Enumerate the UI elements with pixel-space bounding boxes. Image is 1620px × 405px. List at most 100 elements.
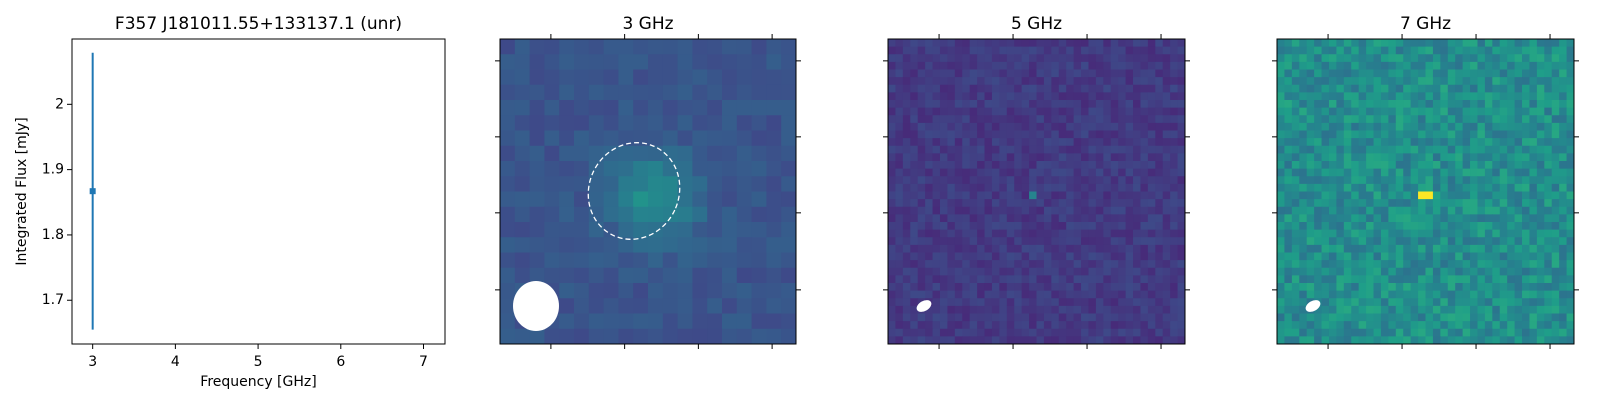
pixel — [781, 328, 797, 345]
pixel — [1051, 161, 1060, 170]
pixel — [1133, 92, 1141, 101]
pixel — [1299, 199, 1308, 208]
pixel — [1066, 46, 1075, 55]
pixel — [1455, 84, 1464, 93]
pixel — [1321, 54, 1330, 63]
pixel — [1351, 229, 1360, 238]
pixel — [1351, 206, 1360, 215]
pixel — [1043, 321, 1052, 330]
pixel — [1455, 229, 1464, 238]
pixel — [1536, 313, 1545, 322]
pixel — [1291, 191, 1300, 200]
pixel — [1177, 161, 1186, 170]
pixel — [722, 191, 738, 208]
pixel — [1410, 290, 1419, 299]
pixel — [1125, 168, 1134, 177]
pixel — [1133, 100, 1141, 109]
pixel — [722, 54, 738, 70]
pixel — [1006, 328, 1015, 337]
pixel — [514, 161, 531, 177]
pixel — [559, 222, 575, 238]
pixel — [1499, 77, 1508, 86]
pixel — [1492, 115, 1501, 124]
pixel — [1170, 206, 1179, 215]
pixel — [947, 84, 956, 93]
pixel — [962, 191, 971, 200]
pixel — [1373, 252, 1382, 261]
pixel — [902, 252, 911, 261]
pixel — [1110, 290, 1119, 299]
pixel — [1447, 84, 1456, 93]
pixel — [962, 183, 971, 192]
pixel — [1507, 39, 1516, 48]
pixel — [1440, 206, 1449, 215]
pixel — [1029, 244, 1037, 253]
pixel — [766, 313, 782, 330]
pixel — [1125, 46, 1134, 55]
pixel — [1021, 290, 1030, 299]
pixel — [1403, 122, 1412, 131]
pixel — [991, 115, 1000, 124]
pixel — [991, 336, 1000, 345]
pixel — [1380, 122, 1389, 131]
pixel — [1155, 244, 1164, 253]
pixel — [925, 107, 934, 116]
pixel — [1110, 176, 1119, 185]
pixel — [1484, 61, 1493, 70]
pixel — [1314, 260, 1323, 269]
pixel — [1492, 138, 1501, 147]
pixel — [1373, 244, 1382, 253]
pixel — [544, 328, 560, 345]
pixel — [925, 321, 934, 330]
pixel — [1536, 168, 1545, 177]
pixel — [1081, 305, 1089, 314]
pixel — [692, 100, 708, 116]
pixel — [1328, 199, 1337, 208]
pixel — [1470, 313, 1478, 322]
pixel — [1455, 336, 1464, 345]
pixel — [1514, 92, 1523, 101]
pixel — [1477, 260, 1486, 269]
pixel — [1133, 244, 1141, 253]
pixel — [1043, 191, 1052, 200]
pixel — [1462, 199, 1471, 208]
pixel — [574, 145, 590, 162]
pixel — [1536, 145, 1545, 154]
pixel — [962, 69, 971, 78]
pixel — [1125, 130, 1134, 139]
pixel — [895, 39, 904, 48]
pixel — [1536, 84, 1545, 93]
pixel — [1418, 260, 1426, 269]
pixel — [910, 176, 919, 185]
pixel — [1125, 107, 1134, 116]
pixel — [707, 252, 723, 269]
pixel — [1447, 69, 1456, 78]
pixel — [888, 305, 896, 314]
pixel — [1380, 100, 1389, 109]
pixel — [1006, 237, 1015, 246]
pixel — [1477, 77, 1486, 86]
pixel — [1306, 222, 1315, 231]
pixel — [1043, 222, 1052, 231]
pixel — [939, 168, 948, 177]
pixel — [1395, 313, 1404, 322]
pixel — [1358, 92, 1367, 101]
pixel — [1343, 237, 1352, 246]
pixel — [1177, 305, 1186, 314]
pixel — [1162, 252, 1171, 261]
pixel — [1455, 328, 1464, 337]
pixel — [1366, 290, 1375, 299]
pixel — [1155, 191, 1164, 200]
pixel — [895, 244, 904, 253]
pixel — [1110, 54, 1119, 63]
pixel — [1544, 130, 1553, 139]
pixel — [888, 168, 896, 177]
pixel — [736, 222, 753, 238]
pixel — [500, 206, 516, 223]
pixel — [888, 222, 896, 231]
pixel — [1403, 305, 1412, 314]
pixel — [1133, 298, 1141, 307]
pixel — [1073, 290, 1082, 299]
pixel — [1484, 145, 1493, 154]
pixel — [1380, 176, 1389, 185]
